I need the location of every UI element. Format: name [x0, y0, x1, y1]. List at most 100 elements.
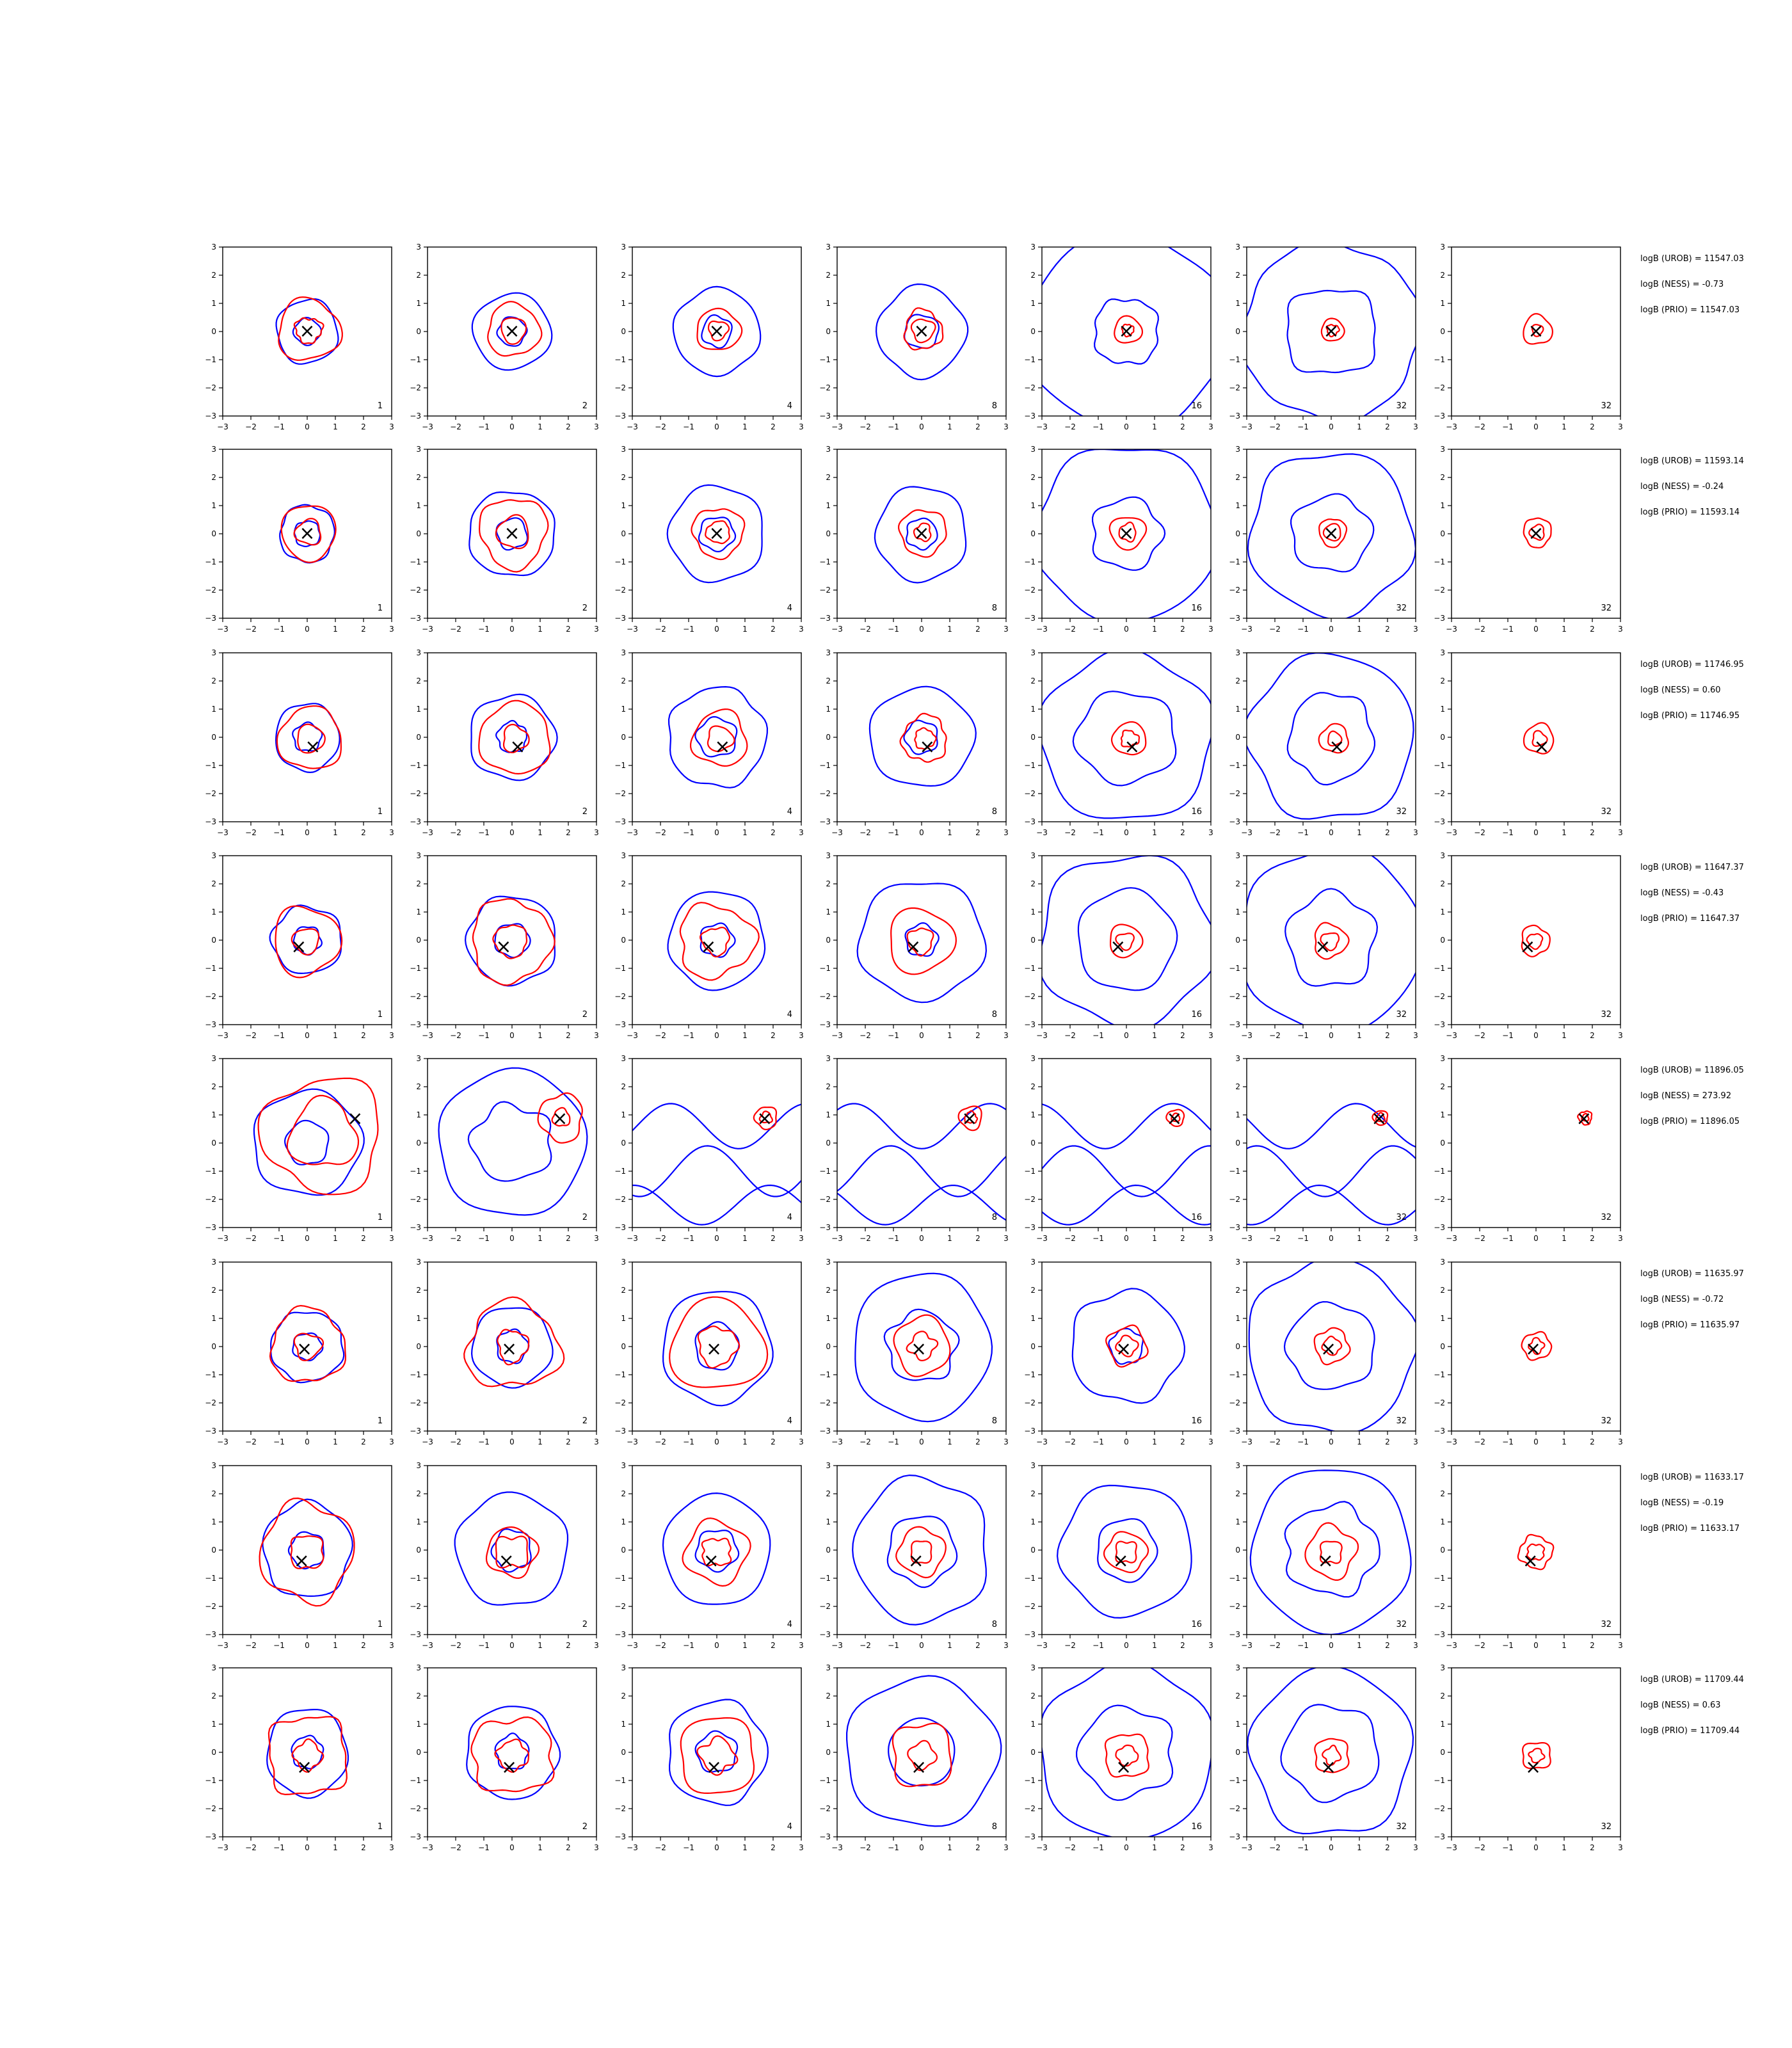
y-tick-label: 3 [621, 1663, 626, 1672]
x-tick-label: 1 [742, 1234, 748, 1243]
red-contour [906, 1331, 939, 1362]
y-tick-label: 0 [1030, 936, 1036, 945]
panel-corner-label: 16 [1191, 1010, 1202, 1020]
x-tick-label: −2 [450, 625, 461, 634]
panel-corner-label: 8 [992, 1620, 997, 1629]
x-tick-label: −2 [655, 625, 666, 634]
panel-corner-label: 16 [1191, 1213, 1202, 1222]
x-tick-label: −1 [1092, 1234, 1104, 1243]
contour-panel: × −3−3 −2 −2 −1 −1 0 0 1 1 2 2 3 3 4 [614, 851, 804, 1040]
contour-panel: × −3−3 −2 −2 −1 −1 0 0 1 1 2 2 3 3 16 [1024, 445, 1213, 634]
y-tick-label: −3 [410, 412, 421, 420]
y-tick-label: 1 [621, 705, 626, 714]
x-tick-label: 1 [947, 1234, 952, 1243]
y-tick-label: 2 [621, 1286, 626, 1295]
y-tick-label: 2 [211, 1692, 216, 1700]
blue-contour [1042, 856, 1211, 1025]
y-tick-label: −2 [1434, 383, 1445, 392]
x-tick-label: −2 [450, 1641, 461, 1650]
red-contour [275, 905, 343, 979]
red-contour [268, 1716, 348, 1796]
blue-contour [466, 1706, 561, 1800]
contour-lines [672, 285, 762, 378]
y-tick-label: −2 [1024, 789, 1036, 798]
contour-panel: × −3−3 −2 −2 −1 −1 0 0 1 1 2 2 3 3 8 [819, 851, 1009, 1040]
cross-marker: × [1118, 522, 1134, 545]
blue-contour [874, 486, 967, 584]
x-tick-label: 3 [1413, 422, 1418, 431]
cross-marker: × [1315, 936, 1331, 958]
cross-marker: × [501, 1756, 517, 1779]
y-tick-label: −3 [819, 1630, 831, 1639]
y-tick-label: −1 [205, 557, 216, 566]
x-tick-label: 0 [1124, 1437, 1129, 1446]
blue-contour [868, 685, 977, 787]
x-tick-label: −3 [217, 625, 228, 634]
y-tick-label: −1 [1434, 1776, 1445, 1785]
x-tick-label: 1 [1357, 828, 1362, 837]
cross-marker: × [1525, 1756, 1541, 1779]
y-tick-label: 0 [1440, 327, 1445, 336]
y-tick-label: 3 [211, 1258, 216, 1267]
x-tick-label: 1 [538, 1843, 543, 1852]
panel-corner-label: 32 [1601, 1010, 1612, 1020]
x-tick-label: −1 [273, 828, 285, 837]
y-tick-label: 3 [1030, 851, 1036, 860]
contour-lines [1071, 1288, 1185, 1404]
contour-panel: × −3−3 −2 −2 −1 −1 0 0 1 1 2 2 3 3 4 [614, 1054, 804, 1243]
panel-corner-label: 2 [582, 1620, 588, 1629]
y-tick-label: −3 [819, 817, 831, 826]
y-tick-label: 2 [1030, 473, 1036, 482]
cross-marker: × [1116, 1756, 1132, 1779]
contour-panel: × −3−3 −2 −2 −1 −1 0 0 1 1 2 2 3 3 32 [1434, 1258, 1623, 1446]
x-tick-label: −2 [1474, 1641, 1485, 1650]
y-tick-label: −1 [410, 1370, 421, 1379]
x-tick-label: 3 [1208, 1843, 1213, 1852]
x-tick-label: 2 [1180, 1031, 1185, 1040]
x-tick-label: −1 [1092, 1437, 1104, 1446]
cross-marker: × [913, 320, 929, 342]
y-tick-label: −3 [410, 817, 421, 826]
y-tick-label: 1 [1235, 1720, 1240, 1729]
x-tick-label: −3 [1241, 625, 1252, 634]
y-tick-label: 1 [416, 1720, 421, 1729]
x-tick-label: 0 [919, 1234, 924, 1243]
x-tick-label: −3 [422, 1843, 433, 1852]
x-tick-label: 2 [1590, 625, 1595, 634]
contour-lines [471, 292, 553, 371]
y-tick-label: 3 [1235, 1663, 1240, 1672]
y-tick-label: −2 [1229, 1602, 1240, 1611]
blue-contour [883, 1308, 960, 1381]
y-tick-label: −1 [1024, 761, 1036, 770]
x-tick-label: 2 [1385, 1234, 1390, 1243]
x-tick-label: −1 [1502, 422, 1514, 431]
y-tick-label: −1 [410, 557, 421, 566]
cross-marker: × [1525, 1338, 1541, 1360]
blue-contour [467, 1101, 552, 1182]
x-tick-label: −2 [1064, 422, 1076, 431]
x-tick-label: 0 [1329, 828, 1334, 837]
cross-marker: × [708, 320, 724, 342]
x-tick-label: −3 [627, 422, 638, 431]
y-tick-label: −1 [1024, 1574, 1036, 1583]
y-tick-label: 3 [416, 1663, 421, 1672]
y-tick-label: −2 [410, 383, 421, 392]
x-tick-label: −2 [245, 1437, 257, 1446]
x-tick-label: 0 [1329, 1031, 1334, 1040]
contour-lines [269, 904, 343, 979]
x-tick-label: 1 [333, 1031, 338, 1040]
y-tick-label: 1 [211, 501, 216, 510]
contour-lines [1521, 924, 1551, 957]
y-tick-label: −2 [614, 1195, 626, 1204]
cross-marker: × [703, 1550, 719, 1572]
x-tick-label: −2 [1474, 1843, 1485, 1852]
y-tick-label: 1 [1235, 705, 1240, 714]
x-tick-label: 2 [361, 422, 366, 431]
x-tick-label: 3 [1618, 625, 1623, 634]
x-tick-label: −2 [1269, 828, 1281, 837]
y-tick-label: −2 [410, 992, 421, 1001]
red-contour [1521, 1742, 1551, 1770]
x-tick-label: 2 [771, 1641, 776, 1650]
contour-lines [464, 895, 556, 987]
y-tick-label: 1 [1440, 1110, 1445, 1119]
